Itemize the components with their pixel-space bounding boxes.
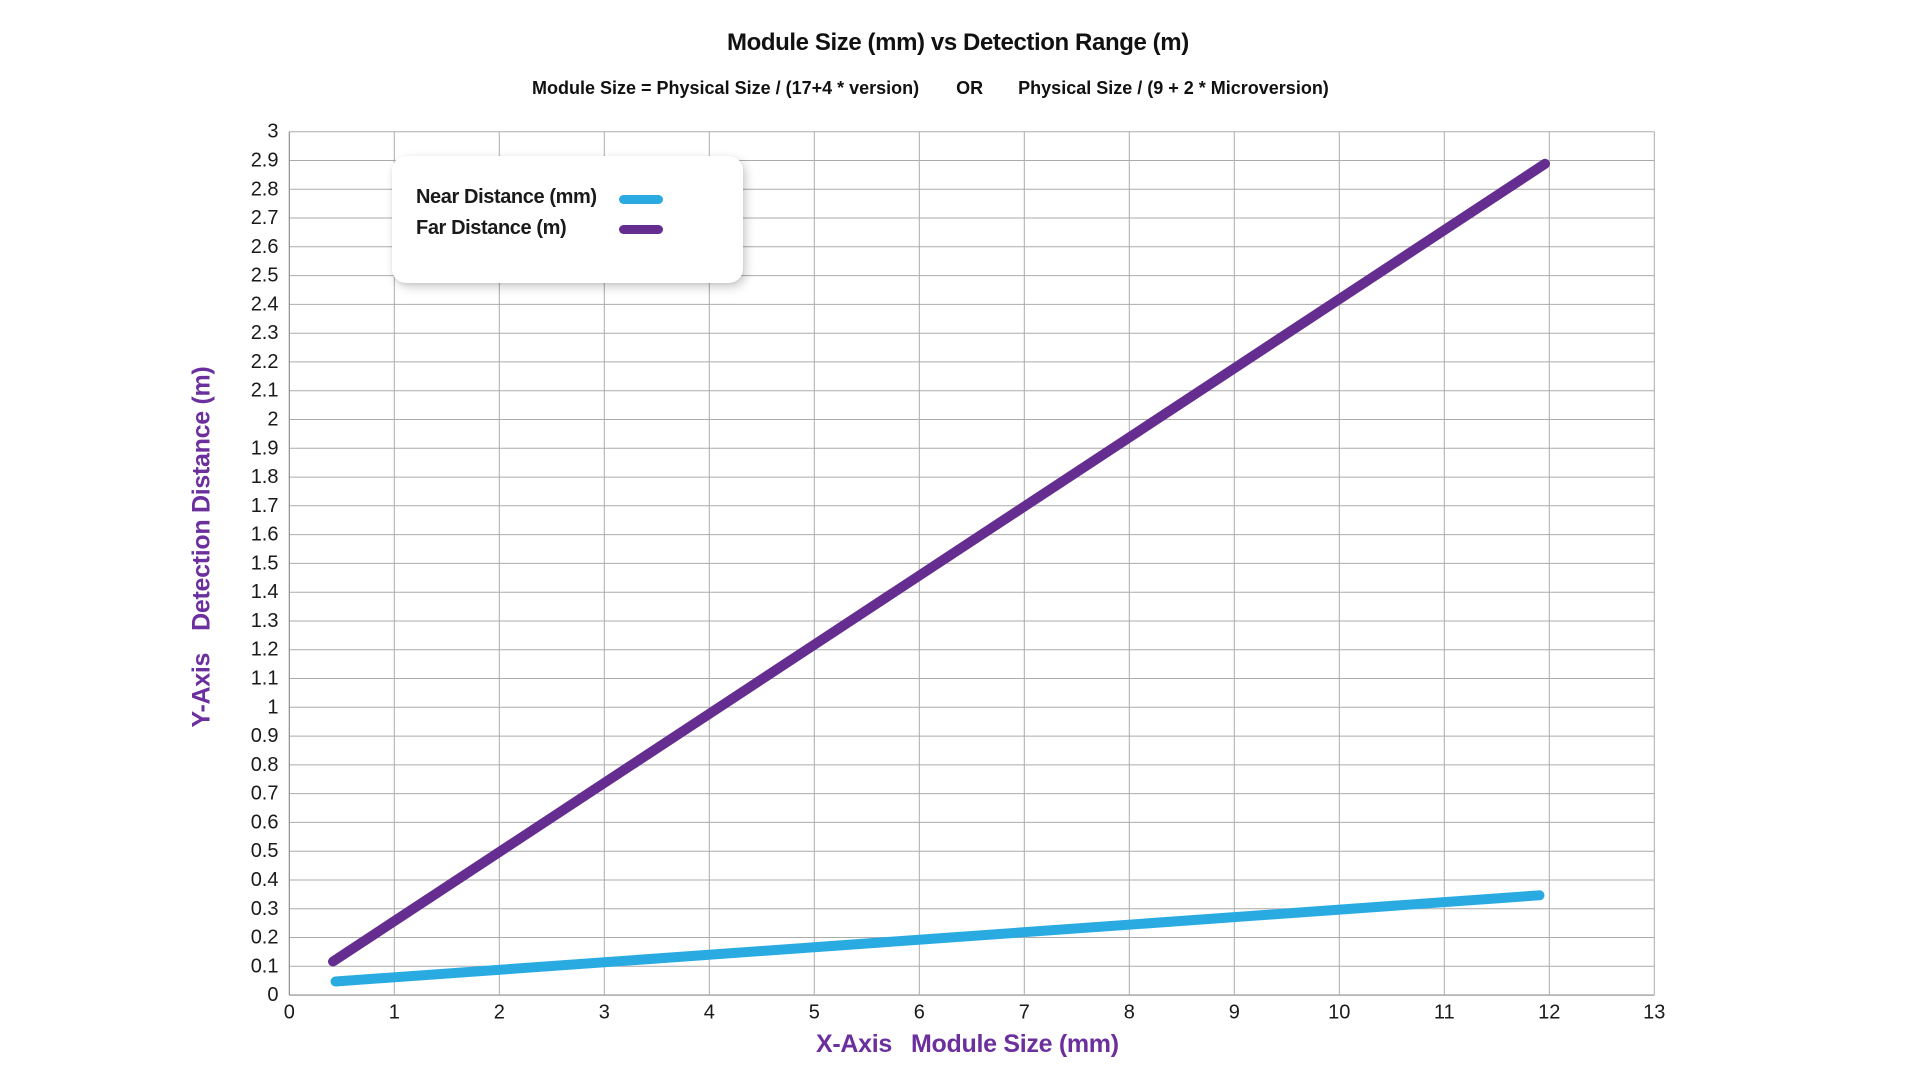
svg-text:1.1: 1.1 <box>251 668 279 690</box>
svg-text:2.4: 2.4 <box>251 293 279 315</box>
svg-text:10: 10 <box>1328 1002 1350 1024</box>
svg-text:2.1: 2.1 <box>251 380 279 402</box>
svg-text:3: 3 <box>267 121 278 143</box>
svg-text:5: 5 <box>809 1002 820 1024</box>
svg-text:0.1: 0.1 <box>251 955 279 977</box>
svg-text:11: 11 <box>1434 1002 1455 1024</box>
svg-text:2.7: 2.7 <box>251 207 279 229</box>
svg-text:4: 4 <box>704 1002 715 1024</box>
svg-text:1: 1 <box>389 1002 400 1024</box>
svg-text:12: 12 <box>1538 1002 1560 1024</box>
svg-text:3: 3 <box>599 1002 610 1024</box>
svg-text:1.7: 1.7 <box>251 495 279 517</box>
svg-text:1.8: 1.8 <box>251 466 279 488</box>
svg-text:1.4: 1.4 <box>251 581 279 603</box>
svg-text:1.2: 1.2 <box>251 639 279 661</box>
svg-text:1.6: 1.6 <box>251 524 279 546</box>
svg-text:2.9: 2.9 <box>251 150 279 172</box>
svg-text:2.2: 2.2 <box>251 351 279 373</box>
svg-text:1.5: 1.5 <box>251 552 279 574</box>
svg-text:2.6: 2.6 <box>251 236 279 258</box>
svg-text:2.5: 2.5 <box>251 265 279 287</box>
svg-text:0.2: 0.2 <box>251 927 279 949</box>
svg-text:2: 2 <box>267 409 278 431</box>
svg-text:1: 1 <box>267 696 278 718</box>
svg-text:8: 8 <box>1124 1002 1135 1024</box>
svg-text:2: 2 <box>494 1002 505 1024</box>
svg-text:9: 9 <box>1229 1002 1240 1024</box>
svg-text:0.5: 0.5 <box>251 840 279 862</box>
svg-text:13: 13 <box>1643 1002 1665 1024</box>
svg-text:0.4: 0.4 <box>251 869 279 891</box>
svg-text:0.8: 0.8 <box>251 754 279 776</box>
svg-text:0.7: 0.7 <box>251 783 279 805</box>
svg-text:0.3: 0.3 <box>251 898 279 920</box>
svg-text:1.9: 1.9 <box>251 437 279 459</box>
svg-text:0.9: 0.9 <box>251 725 279 747</box>
svg-text:1.3: 1.3 <box>251 610 279 632</box>
svg-text:6: 6 <box>914 1002 925 1024</box>
svg-text:2.3: 2.3 <box>251 322 279 344</box>
svg-text:0: 0 <box>284 1002 295 1024</box>
svg-text:0: 0 <box>267 984 278 1006</box>
svg-text:7: 7 <box>1019 1002 1030 1024</box>
svg-text:2.8: 2.8 <box>251 178 279 200</box>
svg-text:0.6: 0.6 <box>251 811 279 833</box>
